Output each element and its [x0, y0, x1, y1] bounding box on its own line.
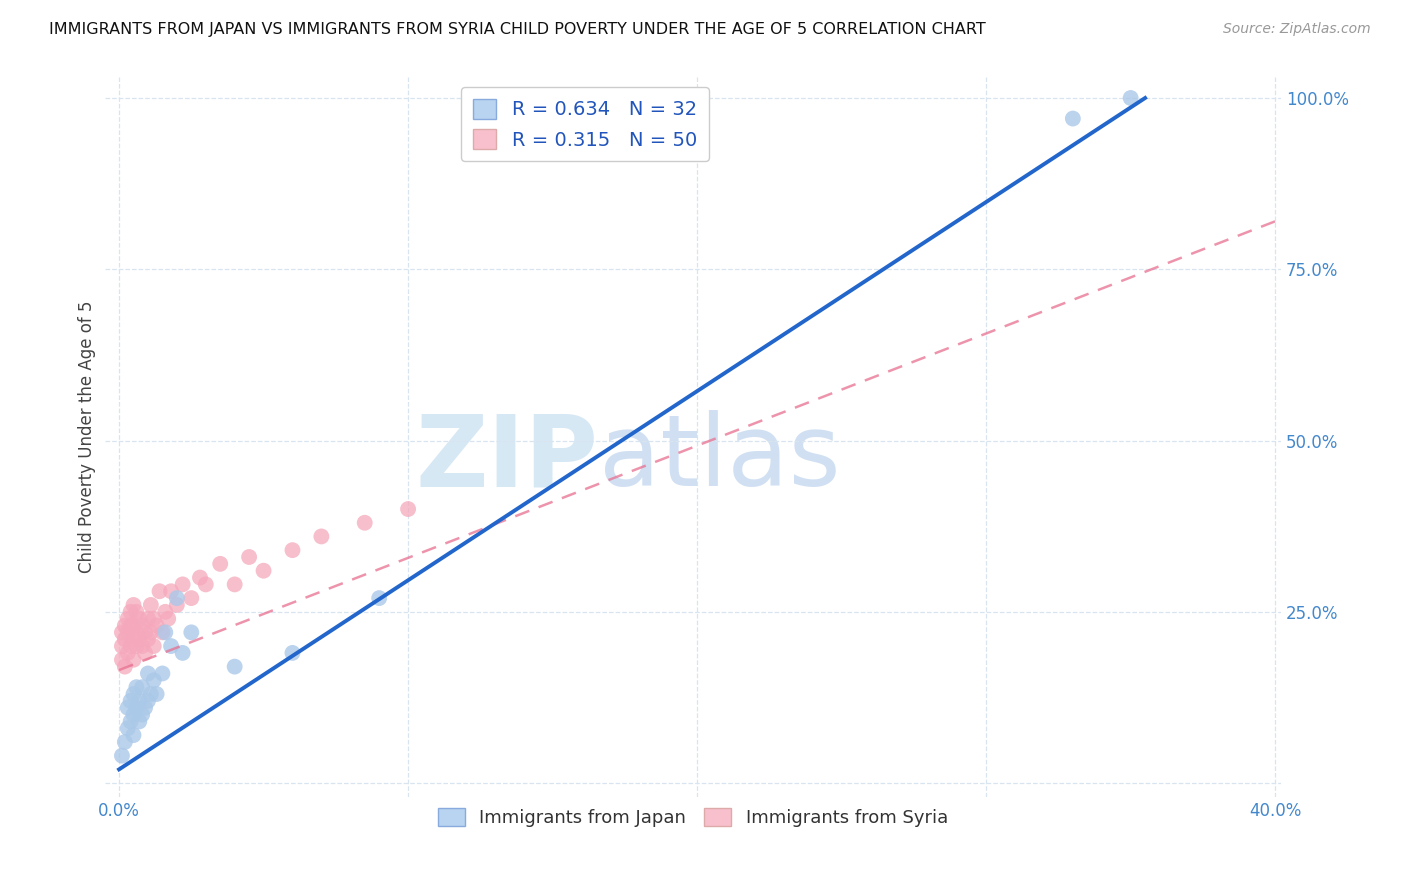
Point	[166, 598, 188, 612]
Point	[136, 666, 159, 681]
Point	[155, 625, 177, 640]
Point	[1119, 91, 1142, 105]
Point	[136, 612, 159, 626]
Point	[125, 680, 148, 694]
Point	[125, 605, 148, 619]
Point	[111, 625, 134, 640]
Point	[160, 584, 183, 599]
Point	[117, 700, 139, 714]
Point	[128, 694, 150, 708]
Point	[117, 646, 139, 660]
Point	[134, 646, 156, 660]
Point	[368, 591, 391, 606]
Point	[145, 687, 167, 701]
Point	[238, 549, 260, 564]
Text: atlas: atlas	[599, 410, 841, 508]
Point	[136, 694, 159, 708]
Point	[311, 529, 333, 543]
Point	[281, 646, 304, 660]
Point	[114, 659, 136, 673]
Point	[134, 700, 156, 714]
Point	[194, 577, 217, 591]
Point	[142, 612, 165, 626]
Point	[172, 577, 194, 591]
Point	[145, 618, 167, 632]
Point	[111, 653, 134, 667]
Point	[122, 653, 145, 667]
Point	[166, 591, 188, 606]
Point	[111, 639, 134, 653]
Point	[139, 625, 162, 640]
Point	[180, 591, 202, 606]
Point	[125, 625, 148, 640]
Point	[209, 557, 232, 571]
Point	[224, 577, 246, 591]
Point	[281, 543, 304, 558]
Point	[188, 570, 211, 584]
Point	[114, 618, 136, 632]
Point	[157, 612, 180, 626]
Point	[128, 714, 150, 729]
Point	[142, 673, 165, 688]
Point	[155, 605, 177, 619]
Point	[353, 516, 375, 530]
Point	[131, 618, 153, 632]
Point	[134, 625, 156, 640]
Point	[139, 598, 162, 612]
Point	[180, 625, 202, 640]
Point	[120, 714, 142, 729]
Point	[122, 728, 145, 742]
Legend: Immigrants from Japan, Immigrants from Syria: Immigrants from Japan, Immigrants from S…	[430, 801, 955, 835]
Point	[131, 680, 153, 694]
Point	[117, 612, 139, 626]
Point	[148, 584, 170, 599]
Point	[1062, 112, 1084, 126]
Point	[122, 598, 145, 612]
Point	[120, 694, 142, 708]
Point	[125, 700, 148, 714]
Point	[152, 666, 174, 681]
Point	[114, 735, 136, 749]
Point	[122, 707, 145, 722]
Point	[142, 639, 165, 653]
Text: Source: ZipAtlas.com: Source: ZipAtlas.com	[1223, 22, 1371, 37]
Point	[114, 632, 136, 647]
Point	[224, 659, 246, 673]
Point	[160, 639, 183, 653]
Point	[120, 618, 142, 632]
Point	[396, 502, 419, 516]
Point	[120, 639, 142, 653]
Point	[128, 612, 150, 626]
Point	[152, 625, 174, 640]
Point	[122, 687, 145, 701]
Text: ZIP: ZIP	[416, 410, 599, 508]
Point	[131, 639, 153, 653]
Text: IMMIGRANTS FROM JAPAN VS IMMIGRANTS FROM SYRIA CHILD POVERTY UNDER THE AGE OF 5 : IMMIGRANTS FROM JAPAN VS IMMIGRANTS FROM…	[49, 22, 986, 37]
Point	[120, 605, 142, 619]
Point	[111, 748, 134, 763]
Point	[172, 646, 194, 660]
Point	[128, 632, 150, 647]
Point	[131, 707, 153, 722]
Point	[122, 632, 145, 647]
Point	[117, 625, 139, 640]
Point	[117, 721, 139, 735]
Point	[139, 687, 162, 701]
Y-axis label: Child Poverty Under the Age of 5: Child Poverty Under the Age of 5	[79, 301, 96, 574]
Point	[252, 564, 274, 578]
Point	[136, 632, 159, 647]
Point	[125, 639, 148, 653]
Point	[122, 618, 145, 632]
